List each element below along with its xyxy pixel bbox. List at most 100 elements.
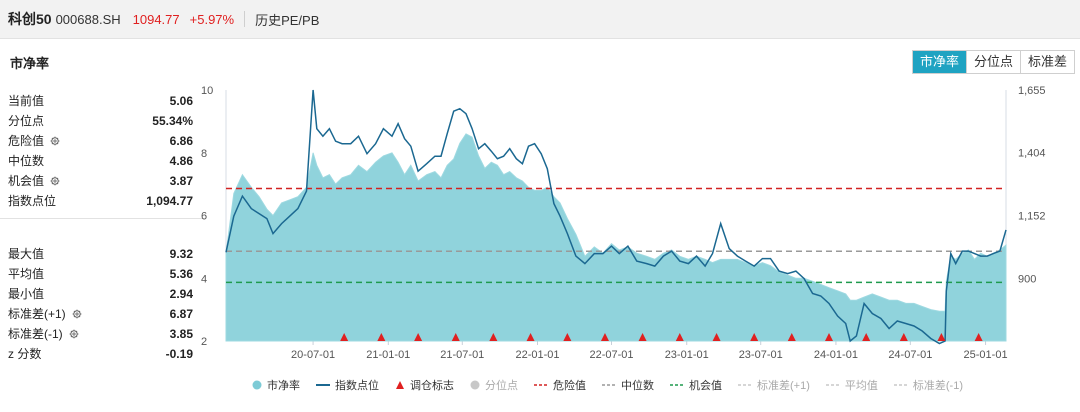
y-right-tick-label: 900 xyxy=(1018,274,1036,286)
stat-row: 标准差(+1) 6.87 xyxy=(8,304,193,324)
legend-item[interactable]: 中位数 xyxy=(602,377,654,393)
rebalance-marker xyxy=(638,333,647,341)
stat-label: 标准差(-1) xyxy=(8,327,63,341)
chart-legend: 市净率 指数点位 调仓标志 分位点 危险值 中位数 机会值 标准差(+1) 平均值 标准差(-1) xyxy=(252,377,979,393)
stat-value: 5.36 xyxy=(169,267,193,281)
index-code: 000688.SH xyxy=(55,11,121,27)
legend-symbol xyxy=(252,380,262,390)
gear-icon[interactable] xyxy=(72,309,82,319)
gear-icon[interactable] xyxy=(50,176,60,186)
stat-label: 最小值 xyxy=(8,287,45,301)
legend-symbol xyxy=(738,384,752,386)
stat-label: 危险值 xyxy=(8,134,45,148)
legend-item[interactable]: 市净率 xyxy=(252,377,300,393)
gear-icon[interactable] xyxy=(69,329,79,339)
stat-value: 1,094.77 xyxy=(146,194,193,208)
stat-row: 标准差(-1) 3.85 xyxy=(8,324,193,344)
stat-value: 6.86 xyxy=(169,134,193,148)
panel-title: 市净率 xyxy=(10,56,50,71)
gear-icon[interactable] xyxy=(50,136,60,146)
legend-label: 机会值 xyxy=(689,380,722,392)
rebalance-marker xyxy=(750,333,759,341)
x-tick-label: 22-01-01 xyxy=(515,349,559,361)
stat-row: 指数点位 1,094.77 xyxy=(8,191,193,211)
stat-label: z 分数 xyxy=(8,347,42,361)
legend-item[interactable]: 指数点位 xyxy=(316,377,379,393)
y-left-tick-label: 6 xyxy=(201,211,207,223)
legend-item[interactable]: 标准差(-1) xyxy=(893,377,963,393)
stats-summary: 当前值 5.06 分位点 55.34% 危险值 6.86 中位数 4.86 机会值 3.87 指数点… xyxy=(8,91,193,211)
rebalance-marker xyxy=(526,333,535,341)
stat-row: 危险值 6.86 xyxy=(8,131,193,151)
stat-label: 指数点位 xyxy=(8,194,57,208)
rebalance-marker xyxy=(340,333,349,341)
legend-symbol xyxy=(602,384,616,386)
y-right-tick-label: 1,152 xyxy=(1018,211,1046,223)
rebalance-marker xyxy=(377,333,386,341)
stat-row: 当前值 5.06 xyxy=(8,91,193,111)
stats-extremes: 最大值 9.32 平均值 5.36 最小值 2.94 标准差(+1) 6.87 标准差(-1) 3… xyxy=(8,244,193,364)
stat-label: 标准差(+1) xyxy=(8,307,66,321)
legend-item[interactable]: 危险值 xyxy=(534,377,586,393)
rebalance-marker xyxy=(712,333,721,341)
x-tick-label: 23-07-01 xyxy=(739,349,783,361)
index-name: 科创50 xyxy=(8,11,52,27)
stat-label: 中位数 xyxy=(8,154,45,168)
metric-tabs: 市净率 分位点 标准差 xyxy=(911,50,1075,74)
rebalance-marker xyxy=(937,333,946,341)
rebalance-marker xyxy=(899,333,908,341)
x-tick-label: 25-01-01 xyxy=(964,349,1008,361)
legend-item[interactable]: 调仓标志 xyxy=(395,377,454,393)
legend-label: 分位点 xyxy=(485,380,518,392)
tab-2[interactable]: 标准差 xyxy=(1019,51,1074,73)
legend-item[interactable]: 平均值 xyxy=(825,377,878,393)
y-left-tick-label: 8 xyxy=(201,148,207,160)
rebalance-marker xyxy=(787,333,796,341)
stat-row: 最大值 9.32 xyxy=(8,244,193,264)
stat-row: 平均值 5.36 xyxy=(8,264,193,284)
legend-label: 标准差(+1) xyxy=(757,380,810,392)
x-tick-label: 21-07-01 xyxy=(440,349,484,361)
rebalance-marker xyxy=(600,333,609,341)
legend-item[interactable]: 标准差(+1) xyxy=(738,377,810,393)
legend-symbol xyxy=(825,384,840,386)
stat-label: 分位点 xyxy=(8,114,45,128)
rebalance-marker xyxy=(675,333,684,341)
rebalance-marker xyxy=(414,333,423,341)
rebalance-marker xyxy=(563,333,572,341)
tab-1[interactable]: 分位点 xyxy=(965,51,1020,73)
legend-label: 标准差(-1) xyxy=(912,380,963,392)
x-tick-label: 24-01-01 xyxy=(814,349,858,361)
header-bar: 科创50 000688.SH 1094.77 +5.97% 历史PE/PB xyxy=(0,0,1080,39)
index-price: 1094.77 xyxy=(132,11,180,27)
stat-value: 3.87 xyxy=(169,174,193,188)
stat-value: 4.86 xyxy=(169,154,193,168)
history-pe-pb-link[interactable]: 历史PE/PB xyxy=(255,12,320,28)
stat-label: 机会值 xyxy=(8,174,45,188)
rebalance-marker xyxy=(824,333,833,341)
x-tick-label: 22-07-01 xyxy=(589,349,633,361)
index-line-series xyxy=(225,89,1007,345)
legend-label: 中位数 xyxy=(621,380,654,392)
tab-0[interactable]: 市净率 xyxy=(912,51,966,73)
rebalance-marker xyxy=(489,333,498,341)
stat-label: 平均值 xyxy=(8,267,45,281)
legend-item[interactable]: 分位点 xyxy=(470,377,518,393)
legend-item[interactable]: 机会值 xyxy=(670,377,722,393)
legend-symbol xyxy=(316,384,330,386)
y-right-tick-label: 1,655 xyxy=(1018,85,1046,97)
stat-row: 机会值 3.87 xyxy=(8,171,193,191)
legend-symbol xyxy=(893,384,908,386)
y-left-tick-label: 2 xyxy=(201,336,207,348)
header-divider xyxy=(244,11,246,27)
stat-row: 最小值 2.94 xyxy=(8,284,193,304)
stats-divider xyxy=(0,218,205,219)
y-left-tick-label: 10 xyxy=(201,85,213,97)
stat-value: 2.94 xyxy=(169,287,193,301)
legend-label: 指数点位 xyxy=(335,380,379,392)
y-right-tick-label: 1,404 xyxy=(1018,148,1046,160)
legend-symbol xyxy=(396,381,404,389)
stat-value: 5.06 xyxy=(169,94,193,108)
rebalance-marker xyxy=(451,333,460,341)
stat-value: 55.34% xyxy=(152,114,193,128)
